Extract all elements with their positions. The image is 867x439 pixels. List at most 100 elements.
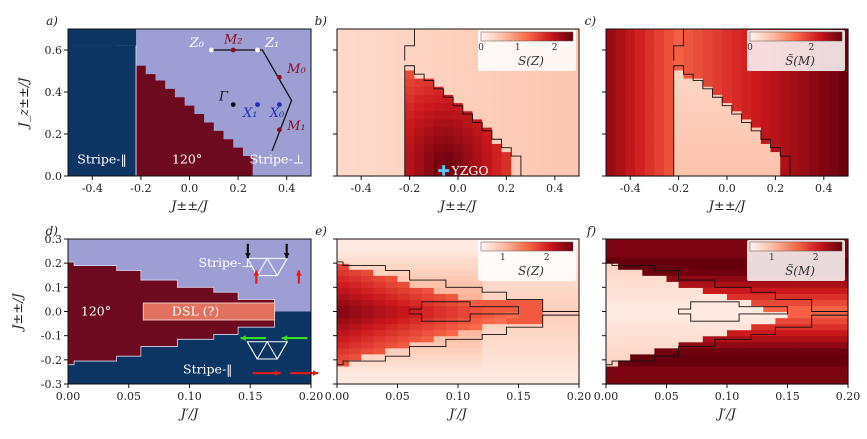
heat-cell xyxy=(835,353,849,361)
heat-cell xyxy=(625,127,636,136)
heat-cell xyxy=(445,377,459,385)
heat-cell xyxy=(554,329,568,337)
heat-cell xyxy=(727,275,740,282)
heat-cell xyxy=(625,94,636,104)
heat-cell xyxy=(421,281,435,288)
heat-cell xyxy=(818,127,830,136)
heat-cell xyxy=(482,135,493,144)
heat-cell xyxy=(458,341,471,349)
heat-cell xyxy=(799,377,813,385)
heat-cell xyxy=(630,323,643,331)
heat-cell xyxy=(494,359,507,367)
heat-cell xyxy=(722,29,733,38)
heat-cell xyxy=(635,135,646,144)
heat-cell xyxy=(799,311,813,319)
heat-cell xyxy=(462,53,474,63)
heat-cell xyxy=(530,293,544,301)
heat-cell xyxy=(683,86,694,95)
heat-cell xyxy=(635,127,646,136)
heat-cell xyxy=(835,365,849,373)
heat-cell xyxy=(739,347,752,355)
heat-cell xyxy=(443,61,454,71)
heat-cell xyxy=(654,281,668,288)
heat-cell xyxy=(549,143,561,153)
heat-cell xyxy=(789,69,801,79)
heat-cell xyxy=(414,53,425,63)
heat-cell xyxy=(511,86,522,95)
heat-cell xyxy=(799,335,813,343)
heat-cell xyxy=(453,127,464,136)
heat-cell xyxy=(835,305,849,313)
heat-cell xyxy=(693,86,704,95)
heat-cell xyxy=(618,341,631,349)
heat-cell xyxy=(566,317,580,325)
heat-cell xyxy=(625,102,636,112)
heat-cell xyxy=(673,29,685,38)
heat-cell xyxy=(702,371,716,379)
heat-cell xyxy=(569,94,580,104)
heat-cell xyxy=(731,110,743,120)
heat-cell xyxy=(433,257,447,264)
heat-cell xyxy=(690,377,704,385)
heat-cell xyxy=(731,127,743,136)
heat-cell xyxy=(414,29,425,38)
heat-cell xyxy=(683,45,694,55)
heat-cell xyxy=(404,94,416,104)
heat-cell xyxy=(693,45,704,55)
heat-cell xyxy=(356,143,367,153)
heat-cell xyxy=(787,311,801,319)
lattice-lines xyxy=(246,341,288,360)
x-tick-label: 0.4 xyxy=(815,182,833,195)
heat-cell xyxy=(540,78,551,87)
panel-label: d) xyxy=(46,224,59,238)
heat-cell xyxy=(385,102,396,112)
heat-cell xyxy=(397,287,411,294)
heat-cell xyxy=(630,263,643,270)
heat-cell xyxy=(741,69,752,79)
heat-cell xyxy=(678,311,692,319)
heat-cell xyxy=(375,167,386,177)
heat-cell xyxy=(409,287,423,294)
heat-cell xyxy=(630,359,643,367)
heat-cell xyxy=(722,45,733,55)
heat-cell xyxy=(424,143,435,153)
heat-cell xyxy=(714,371,728,379)
heat-cell xyxy=(443,151,454,161)
heat-cell xyxy=(654,257,668,264)
x-tick-label: 0.00 xyxy=(594,390,619,403)
heat-cell xyxy=(678,275,692,282)
heat-cell xyxy=(421,263,435,270)
heat-cell xyxy=(635,167,646,177)
heat-cell xyxy=(349,329,362,337)
heat-cell xyxy=(751,143,762,153)
heat-cell xyxy=(554,353,568,361)
heat-cell xyxy=(702,127,714,136)
heat-cell xyxy=(462,110,474,120)
heat-cell xyxy=(559,143,570,153)
heat-cell xyxy=(714,239,728,246)
heat-cell xyxy=(453,86,464,95)
heat-cell xyxy=(702,365,716,373)
heat-cell xyxy=(356,78,367,87)
heat-cell xyxy=(404,45,416,55)
heat-cell xyxy=(828,135,839,144)
heat-cell xyxy=(673,53,685,63)
heat-cell xyxy=(349,257,362,264)
heat-cell xyxy=(361,377,374,385)
heat-cell xyxy=(373,275,386,282)
heat-cell xyxy=(811,281,825,288)
heat-cell xyxy=(346,86,357,95)
colorbar-label: S̃(M) xyxy=(785,53,815,68)
heat-cell xyxy=(375,45,386,55)
heat-cell xyxy=(683,94,694,104)
heat-cell xyxy=(642,311,655,319)
heat-cell xyxy=(375,94,386,104)
heat-cell xyxy=(443,118,454,128)
heat-cell xyxy=(727,287,740,294)
heat-cell xyxy=(462,159,474,169)
x-tick-label: 0.15 xyxy=(775,390,800,403)
heat-cell xyxy=(511,94,522,104)
heat-cell xyxy=(835,317,849,325)
heat-cell xyxy=(739,257,752,264)
heat-cell xyxy=(375,102,386,112)
